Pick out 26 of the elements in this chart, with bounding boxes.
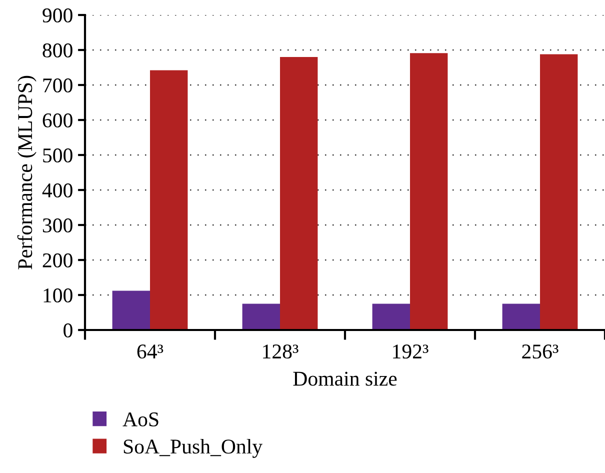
legend-label: AoS — [122, 412, 158, 426]
y-axis-title: Performance (MLUPS) — [17, 76, 36, 270]
x-tick-label: 64³ — [137, 344, 164, 359]
bar — [242, 304, 280, 330]
bar — [410, 53, 448, 330]
y-tick-label: 800 — [42, 43, 72, 58]
y-tick-label: 400 — [42, 183, 72, 198]
bar — [112, 290, 150, 330]
x-tick-label: 192³ — [393, 344, 428, 359]
y-tick-label: 900 — [42, 8, 72, 22]
bar — [372, 304, 410, 330]
y-tick-label: 600 — [42, 113, 72, 128]
x-tick-label: 256³ — [522, 344, 558, 359]
x-tick-label: 128³ — [263, 344, 298, 359]
bar — [502, 304, 540, 330]
bar — [150, 70, 188, 330]
y-tick-label: 300 — [42, 218, 72, 232]
y-tick-label: 100 — [44, 288, 72, 302]
y-tick-label: 200 — [42, 253, 72, 268]
y-tick-label: 700 — [43, 78, 72, 92]
legend-label: SoA_Push_Only — [124, 438, 263, 458]
x-axis-title: Domain size — [293, 372, 397, 386]
bar — [540, 54, 578, 330]
bar — [280, 57, 318, 330]
y-tick-label: 500 — [43, 148, 72, 162]
y-tick-label: 0 — [64, 323, 72, 338]
